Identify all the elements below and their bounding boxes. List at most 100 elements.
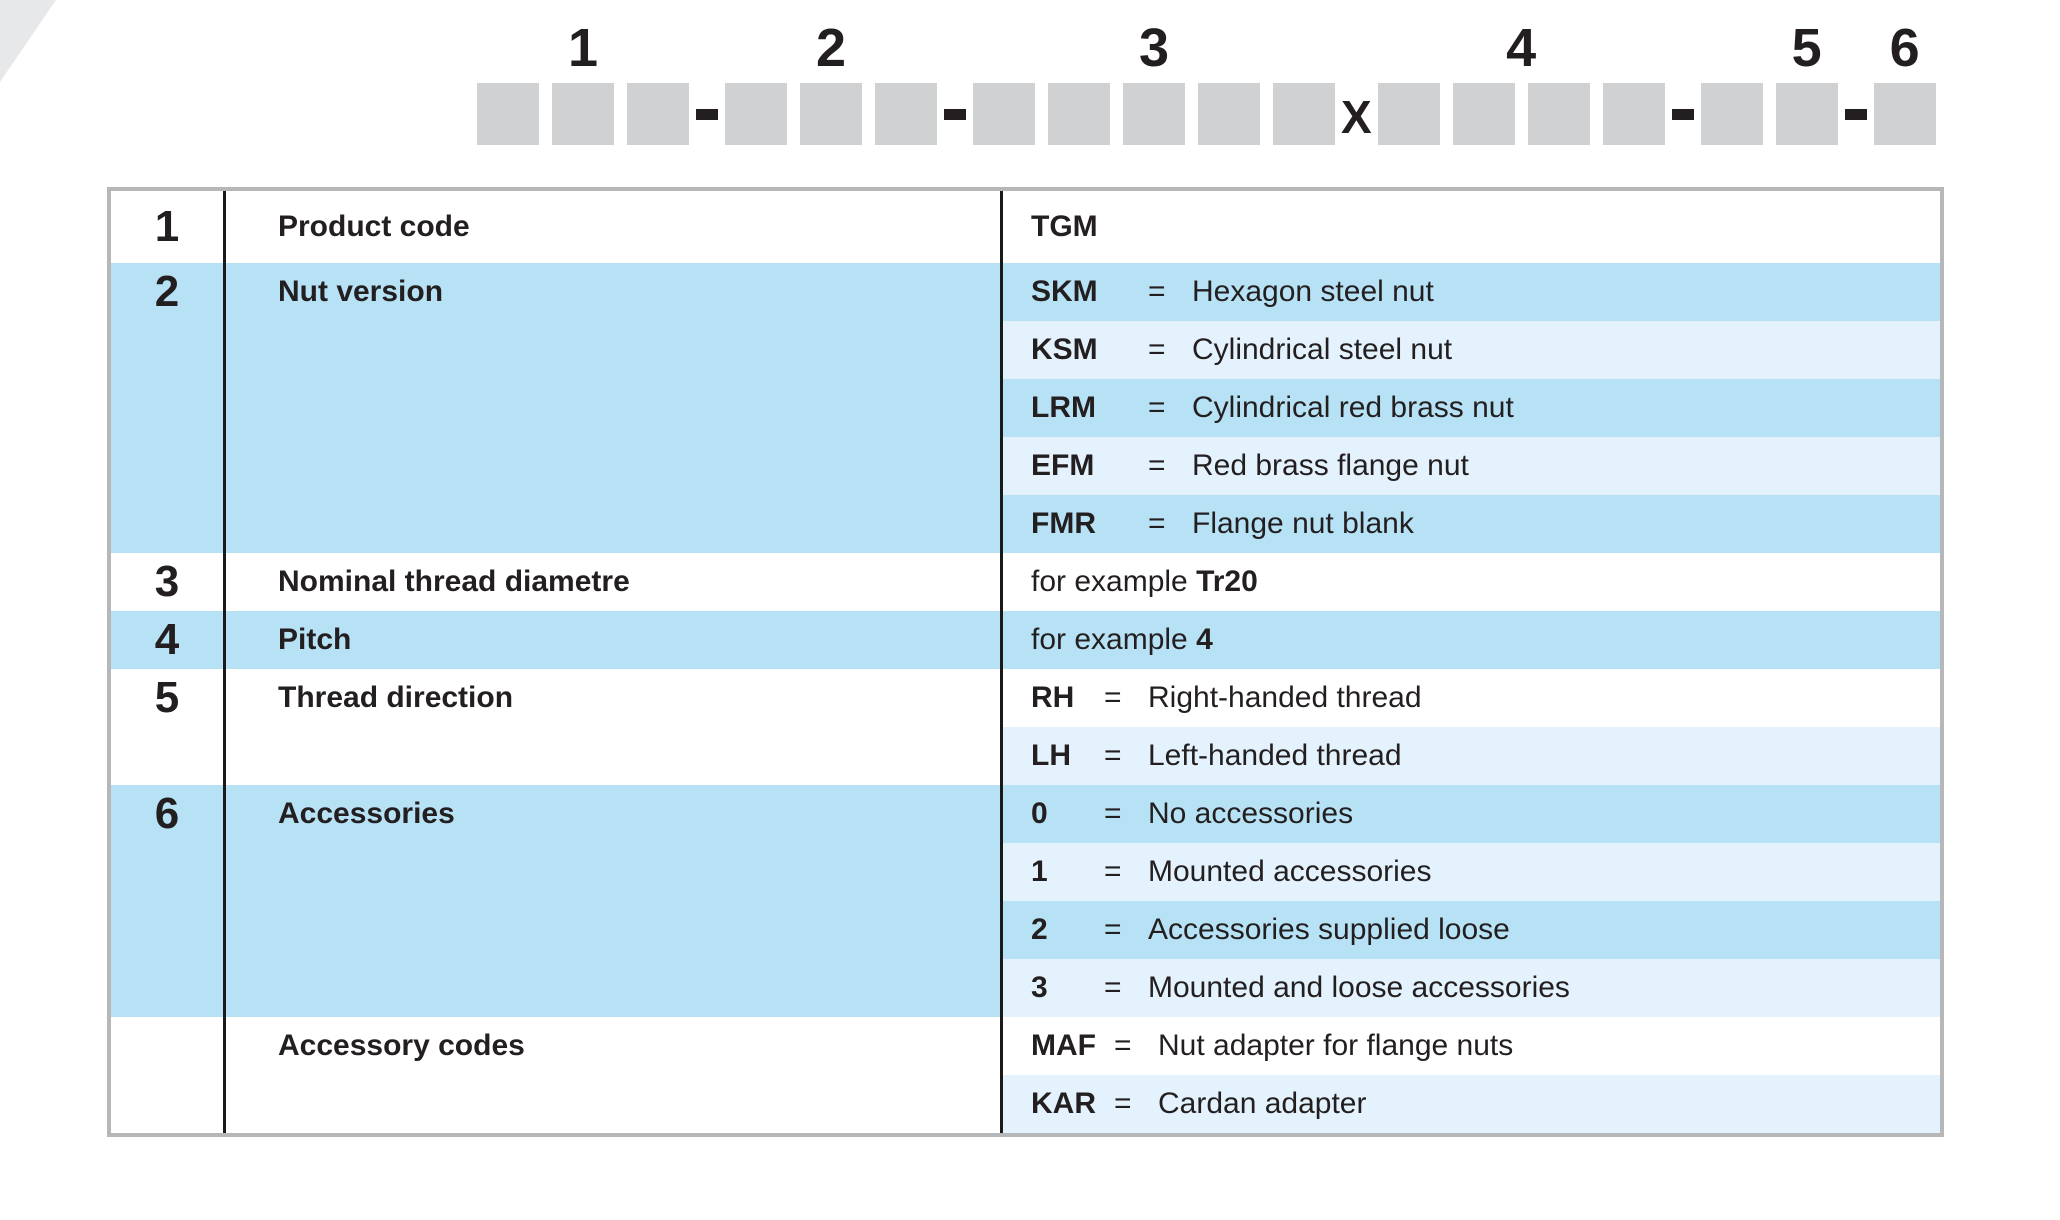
- code-character-box: [1377, 83, 1440, 145]
- value-row: FMR = Flange nut blank: [1003, 495, 1940, 553]
- position-number-cell: [111, 1017, 226, 1133]
- value-code: LRM: [1031, 391, 1096, 424]
- value-row: MAF = Nut adapter for flange nuts: [1003, 1017, 1940, 1075]
- code-character-box: [1873, 83, 1936, 145]
- code-character-box: [800, 83, 862, 145]
- field-name-cell: Pitch: [226, 611, 1003, 669]
- table-group-row: Accessory codes MAF = Nut adapter for flang…: [111, 1017, 1940, 1133]
- page-corner-decoration: [0, 0, 56, 82]
- value-text: Cardan adapter: [1158, 1087, 1367, 1120]
- value-code: TGM: [1031, 210, 1098, 243]
- value-code: MAF: [1031, 1029, 1096, 1062]
- field-name-cell: Accessories: [226, 785, 1003, 1017]
- field-name-cell: Nut version: [226, 263, 1003, 553]
- code-character-box: [875, 83, 937, 145]
- code-character-boxes: [725, 83, 937, 145]
- value-code: 0: [1031, 797, 1048, 830]
- values-cell: SKM = Hexagon steel nut KSM = Cylindrical ste…: [1003, 263, 1940, 553]
- code-character-boxes: [973, 83, 1335, 145]
- position-number-cell: 1: [111, 191, 226, 263]
- code-character-box: [1198, 83, 1260, 145]
- value-text: Mounted and loose accessories: [1148, 971, 1570, 1004]
- field-name-cell: Accessory codes: [226, 1017, 1003, 1133]
- code-character-box: [1048, 83, 1110, 145]
- value-row: for example 4: [1003, 611, 1940, 669]
- equals-sign: =: [1148, 333, 1166, 366]
- field-name-cell: Thread direction: [226, 669, 1003, 785]
- dash-separator: [1671, 109, 1694, 120]
- equals-sign: =: [1104, 971, 1122, 1004]
- value-text: Red brass flange nut: [1192, 449, 1469, 482]
- code-position-group: 2: [725, 21, 937, 145]
- value-example-code: 4: [1196, 623, 1213, 656]
- position-number-cell: 4: [111, 611, 226, 669]
- code-character-boxes: [1377, 83, 1665, 145]
- table-group-row: 2 Nut version SKM = Hexagon steel nut KSM = Cyl…: [111, 263, 1940, 553]
- value-code: RH: [1031, 681, 1075, 714]
- value-row: SKM = Hexagon steel nut: [1003, 263, 1940, 321]
- code-position-group: 5: [1700, 21, 1838, 145]
- value-text: Left-handed thread: [1148, 739, 1402, 772]
- value-row: for example Tr20: [1003, 553, 1940, 611]
- position-number-label: 2: [815, 18, 847, 78]
- code-character-boxes: [1700, 83, 1838, 145]
- position-number-label: 1: [567, 18, 599, 78]
- x-separator: X: [1341, 91, 1372, 143]
- code-position-group: 4: [1377, 21, 1665, 145]
- value-text: Flange nut blank: [1192, 507, 1414, 540]
- values-cell: for example 4: [1003, 611, 1940, 669]
- field-name-cell: Product code: [226, 191, 1003, 263]
- equals-sign: =: [1148, 507, 1166, 540]
- equals-sign: =: [1148, 391, 1166, 424]
- order-code-diagram: 1 2 3 X 4 5 6: [477, 21, 1936, 148]
- value-row: 3 = Mounted and loose accessories: [1003, 959, 1940, 1017]
- dash-separator: [696, 109, 718, 120]
- equals-sign: =: [1148, 449, 1166, 482]
- field-name-cell: Nominal thread diametre: [226, 553, 1003, 611]
- value-text: No accessories: [1148, 797, 1354, 830]
- equals-sign: =: [1104, 913, 1122, 946]
- value-text: Right-handed thread: [1148, 681, 1422, 714]
- table-group-row: 6 Accessories 0 = No accessories 1 = Mounted ac…: [111, 785, 1940, 1017]
- value-text: Cylindrical red brass nut: [1192, 391, 1514, 424]
- equals-sign: =: [1148, 275, 1166, 308]
- value-code: KAR: [1031, 1087, 1096, 1120]
- dash-separator: [944, 109, 966, 120]
- code-character-box: [477, 83, 539, 145]
- table-group-row: 4 Pitch for example 4: [111, 611, 1940, 669]
- position-number-cell: 5: [111, 669, 226, 785]
- values-cell: 0 = No accessories 1 = Mounted accessories 2 = A…: [1003, 785, 1940, 1017]
- code-character-boxes: [477, 83, 689, 145]
- position-number-label: 5: [1791, 18, 1822, 78]
- equals-sign: =: [1104, 797, 1122, 830]
- equals-sign: =: [1104, 855, 1122, 888]
- value-row: KAR = Cardan adapter: [1003, 1075, 1940, 1133]
- value-code: 1: [1031, 855, 1048, 888]
- value-text: Hexagon steel nut: [1192, 275, 1434, 308]
- value-code: 2: [1031, 913, 1048, 946]
- value-row: RH = Right-handed thread: [1003, 669, 1940, 727]
- code-position-group: 3: [973, 21, 1335, 145]
- value-text: for example Tr20: [1031, 565, 1258, 598]
- position-number-cell: 3: [111, 553, 226, 611]
- table-group-row: 5 Thread direction RH = Right-handed thread L…: [111, 669, 1940, 785]
- value-code: LH: [1031, 739, 1071, 772]
- value-code: KSM: [1031, 333, 1098, 366]
- value-text: Mounted accessories: [1148, 855, 1432, 888]
- value-row: LH = Left-handed thread: [1003, 727, 1940, 785]
- code-character-box: [1123, 83, 1185, 145]
- value-code: SKM: [1031, 275, 1098, 308]
- position-number-label: 4: [1506, 18, 1537, 78]
- value-example-code: Tr20: [1196, 565, 1258, 598]
- code-character-box: [725, 83, 787, 145]
- code-position-group: 6: [1873, 21, 1936, 145]
- value-row: TGM: [1003, 191, 1940, 263]
- code-character-box: [1700, 83, 1763, 145]
- code-character-boxes: [1873, 83, 1936, 145]
- code-position-group: 1: [477, 21, 689, 145]
- code-character-box: [1527, 83, 1590, 145]
- code-character-box: [1602, 83, 1665, 145]
- value-text: Cylindrical steel nut: [1192, 333, 1453, 366]
- value-text: Nut adapter for flange nuts: [1158, 1029, 1514, 1062]
